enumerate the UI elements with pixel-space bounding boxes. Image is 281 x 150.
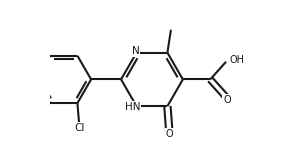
Text: Cl: Cl <box>74 123 84 133</box>
Text: HN: HN <box>125 102 140 112</box>
Text: O: O <box>223 95 231 105</box>
Text: O: O <box>165 129 173 138</box>
Text: N: N <box>132 46 140 56</box>
Text: OH: OH <box>229 55 244 65</box>
